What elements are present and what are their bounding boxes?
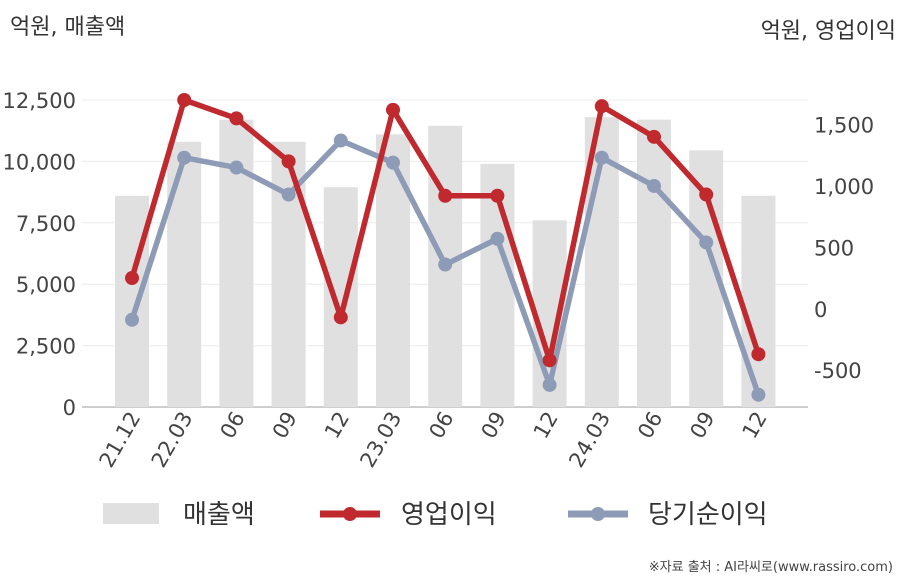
x-tick-label-8: 12 xyxy=(529,408,563,443)
revenue-bar-1 xyxy=(167,141,202,407)
series-1-point-7 xyxy=(490,188,505,203)
source-note: ※자료 출처 : AI라씨로(www.rassiro.com) xyxy=(649,560,893,575)
left-tick-label-0: 0 xyxy=(63,396,76,420)
right-axis-ticks: -500 0 500 1,000 1,500 xyxy=(814,114,874,384)
x-tick-label-12: 12 xyxy=(738,408,772,443)
profit-lines xyxy=(125,93,766,402)
right-tick-label-3: 1,000 xyxy=(814,175,874,199)
x-tick-label-3: 09 xyxy=(268,408,302,443)
right-axis-unit: 억원, 영업이익 xyxy=(761,19,896,44)
series-2-point-3 xyxy=(281,187,296,202)
series-1-point-8 xyxy=(542,353,557,368)
legend: 매출액 영업이익 당기순이익 xyxy=(103,500,768,530)
series-2-point-11 xyxy=(699,235,714,250)
series-1-point-2 xyxy=(229,111,244,126)
series-1-point-12 xyxy=(751,347,766,362)
x-tick-label-10: 06 xyxy=(633,408,667,443)
left-axis-unit: 억원, 매출액 xyxy=(10,15,125,40)
x-tick-label-4: 12 xyxy=(320,408,354,443)
series-1-group xyxy=(125,93,766,368)
right-tick-label-2: 500 xyxy=(814,236,854,260)
series-2-point-10 xyxy=(647,178,661,193)
series-1-point-0 xyxy=(125,271,139,286)
legend-marker-operating xyxy=(343,507,357,521)
x-tick-label-0: 21.12 xyxy=(94,408,145,472)
series-2-point-9 xyxy=(594,150,609,165)
series-2-point-4 xyxy=(333,133,348,148)
series-1-point-6 xyxy=(438,188,453,203)
series-2-point-12 xyxy=(751,387,766,402)
series-2-point-8 xyxy=(542,377,557,392)
x-tick-label-9: 24.03 xyxy=(564,408,615,472)
revenue-bar-4 xyxy=(323,187,358,407)
x-tick-label-1: 22.03 xyxy=(147,408,198,472)
revenue-bar-12 xyxy=(741,195,776,407)
left-tick-label-2: 5,000 xyxy=(16,273,76,297)
right-tick-label-0: -500 xyxy=(814,359,862,383)
left-tick-label-4: 10,000 xyxy=(3,150,76,174)
x-tick-label-5: 23.03 xyxy=(355,408,406,472)
series-1-point-1 xyxy=(177,93,192,107)
legend-label-net: 당기순이익 xyxy=(648,500,768,530)
legend-swatch-revenue xyxy=(103,503,159,524)
legend-label-revenue: 매출액 xyxy=(183,500,255,530)
series-1-point-5 xyxy=(386,102,400,117)
left-tick-label-3: 7,500 xyxy=(16,212,76,236)
series-2-point-7 xyxy=(490,231,505,246)
series-2-point-2 xyxy=(229,160,244,175)
revenue-bar-10 xyxy=(637,119,671,407)
legend-label-operating: 영업이익 xyxy=(401,500,497,530)
legend-marker-net xyxy=(591,507,605,521)
series-1-point-10 xyxy=(647,129,661,144)
right-tick-label-1: 0 xyxy=(814,298,827,322)
series-1-point-9 xyxy=(594,99,609,114)
x-tick-label-6: 06 xyxy=(424,408,458,443)
x-tick-label-7: 09 xyxy=(477,408,511,443)
series-2-point-1 xyxy=(177,150,192,165)
left-tick-label-1: 2,500 xyxy=(16,335,76,359)
left-axis-ticks: 0 2,500 5,000 7,500 10,000 12,500 xyxy=(3,89,76,420)
series-2-point-6 xyxy=(438,257,453,272)
series-1-point-11 xyxy=(699,187,714,202)
right-tick-label-4: 1,500 xyxy=(814,114,874,138)
series-2-group xyxy=(125,133,766,402)
left-tick-label-5: 12,500 xyxy=(3,89,76,113)
x-tick-label-11: 09 xyxy=(685,408,719,443)
x-axis-ticks: 21.12 22.03 06 09 12 23.03 06 09 12 24.03 06 09 12 xyxy=(94,408,771,472)
revenue-bar-0 xyxy=(115,195,149,407)
series-1-point-4 xyxy=(333,310,348,325)
revenue-bars xyxy=(115,117,776,408)
series-2-point-0 xyxy=(125,312,139,327)
x-tick-label-2: 06 xyxy=(216,408,250,443)
series-2-point-5 xyxy=(386,155,400,170)
revenue-bar-5 xyxy=(376,134,410,407)
series-1-point-3 xyxy=(281,154,296,169)
